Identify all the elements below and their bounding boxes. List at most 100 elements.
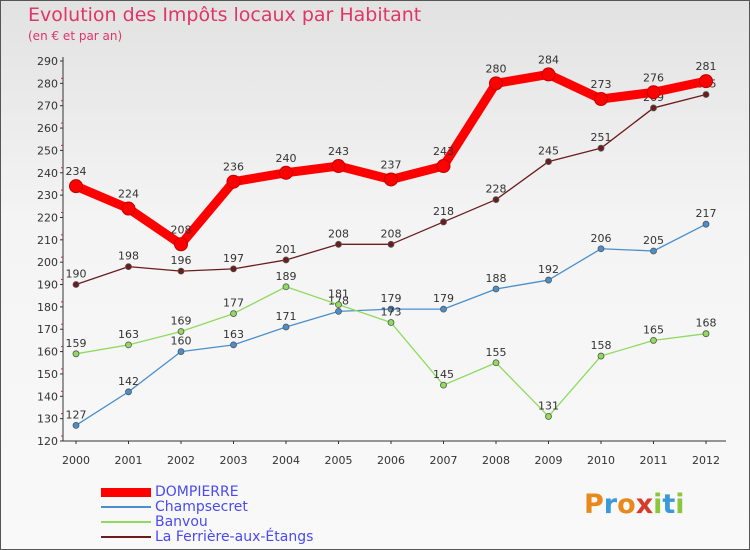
legend-swatch <box>101 521 151 523</box>
y-tick-label: 120 <box>37 435 58 448</box>
data-label: 251 <box>591 131 612 144</box>
legend-label: La Ferrière-aux-Étangs <box>155 529 314 545</box>
data-point <box>226 174 241 189</box>
data-point <box>125 341 132 349</box>
data-point <box>597 245 605 253</box>
y-tick-label: 240 <box>37 167 58 180</box>
data-label: 181 <box>328 288 349 301</box>
data-label: 188 <box>486 272 507 285</box>
x-tick-label: 2000 <box>62 454 90 467</box>
x-tick-label: 2002 <box>167 454 195 467</box>
data-label: 160 <box>171 335 192 348</box>
data-label: 201 <box>276 243 297 256</box>
data-label: 206 <box>591 232 612 245</box>
data-point <box>121 201 136 216</box>
line-chart: 1201301401501601701801902002102202302402… <box>37 53 726 467</box>
data-label: 228 <box>486 183 507 196</box>
data-point <box>541 67 556 82</box>
data-point <box>282 283 290 291</box>
data-point <box>177 267 185 275</box>
x-tick-label: 2004 <box>272 454 300 467</box>
data-label: 145 <box>433 368 454 381</box>
logo-letter: P <box>584 489 604 520</box>
data-label: 245 <box>538 145 559 158</box>
data-label: 131 <box>538 399 559 412</box>
data-point <box>594 92 608 106</box>
data-label: 208 <box>328 227 349 240</box>
data-point <box>492 285 500 293</box>
data-point <box>545 276 552 284</box>
data-point <box>72 421 80 429</box>
data-point <box>436 159 451 174</box>
x-tick-label: 2003 <box>220 454 248 467</box>
data-label: 284 <box>538 53 559 66</box>
data-label: 169 <box>171 314 192 327</box>
x-tick-label: 2005 <box>325 454 353 467</box>
x-tick-label: 2001 <box>115 454 143 467</box>
data-point <box>440 381 447 389</box>
data-label: 273 <box>591 78 612 91</box>
data-point <box>282 323 290 331</box>
data-point <box>646 85 661 100</box>
data-label: 190 <box>66 268 87 281</box>
data-point <box>279 165 293 180</box>
data-point <box>69 179 83 194</box>
legend-label: Banvou <box>155 514 208 530</box>
chart-title: Evolution des Impôts locaux par Habitant <box>28 4 422 26</box>
y-tick-label: 160 <box>37 346 58 359</box>
y-tick-label: 250 <box>37 144 58 157</box>
logo-letter: i <box>653 489 663 520</box>
data-point <box>702 330 710 338</box>
data-label: 281 <box>696 60 717 73</box>
logo-letter: r <box>603 489 618 520</box>
data-point <box>335 307 342 315</box>
data-label: 177 <box>223 297 244 310</box>
logo-letter: x <box>635 489 654 520</box>
proxiti-logo: Proxiti <box>584 489 685 520</box>
y-tick-label: 140 <box>37 390 58 403</box>
y-tick-label: 130 <box>37 413 58 426</box>
x-tick-label: 2010 <box>587 454 615 467</box>
x-tick-label: 2007 <box>430 454 458 467</box>
data-label: 179 <box>381 292 402 305</box>
data-point <box>230 341 237 349</box>
data-label: 158 <box>591 339 612 352</box>
data-label: 127 <box>66 408 87 421</box>
data-point <box>384 172 398 187</box>
data-label: 155 <box>486 346 507 359</box>
y-tick-label: 230 <box>37 189 58 202</box>
data-label: 217 <box>696 207 717 220</box>
x-tick-label: 2012 <box>692 454 720 467</box>
data-point <box>650 247 657 255</box>
y-tick-label: 270 <box>37 100 58 113</box>
legend-swatch <box>101 536 151 538</box>
y-tick-label: 150 <box>37 368 58 381</box>
data-point <box>125 388 132 396</box>
data-point <box>545 413 552 420</box>
data-point <box>597 144 605 152</box>
data-point <box>335 240 342 248</box>
data-point <box>331 159 346 174</box>
data-point <box>282 256 290 264</box>
series-banvou: 159 163 169 177 189 181 173 145 155 131 158 165 168 <box>66 270 717 420</box>
y-tick-label: 190 <box>37 279 58 292</box>
axes: 1201301401501601701801902002102202302402… <box>37 55 726 467</box>
legend-label: Champsecret <box>155 499 248 515</box>
data-point <box>699 74 713 89</box>
data-point <box>650 337 657 344</box>
data-point <box>492 359 500 367</box>
data-label: 163 <box>118 328 139 341</box>
data-point <box>177 328 185 335</box>
y-tick-label: 210 <box>37 234 58 247</box>
y-tick-label: 290 <box>37 55 58 68</box>
data-label: 243 <box>328 145 349 158</box>
legend-item: Champsecret <box>101 499 401 515</box>
data-label: 189 <box>276 270 297 283</box>
data-point <box>387 319 395 326</box>
data-point <box>230 265 237 273</box>
data-point <box>125 263 132 271</box>
data-label: 280 <box>486 62 507 75</box>
data-point <box>489 76 503 91</box>
data-label: 196 <box>171 254 192 267</box>
